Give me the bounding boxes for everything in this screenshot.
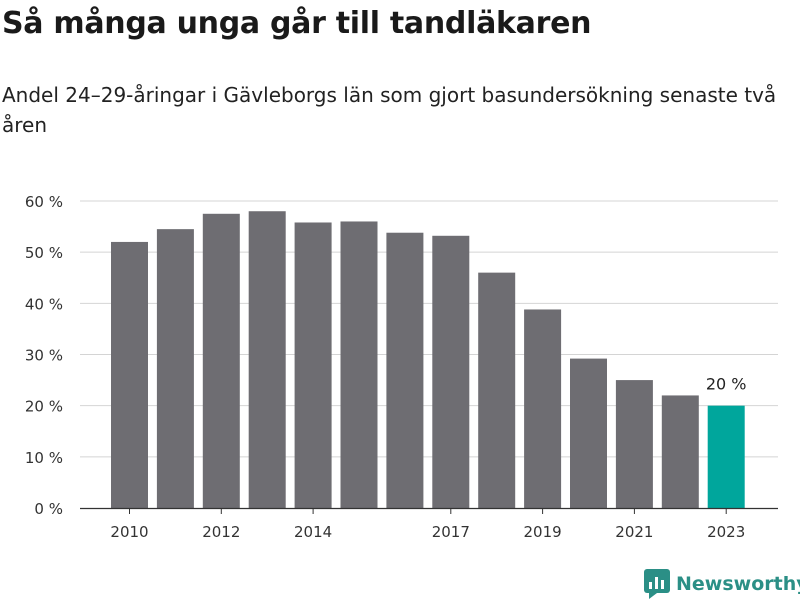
- chart-title: Så många unga går till tandläkaren: [2, 6, 592, 41]
- bar-2012: [202, 213, 240, 508]
- x-tick-label: 2019: [524, 523, 562, 541]
- y-tick-label: 30 %: [25, 347, 63, 365]
- x-tick-label: 2017: [432, 523, 470, 541]
- bar-2021: [615, 380, 653, 508]
- y-axis-ticks: 0 % 10 % 20 % 30 % 40 % 50 % 60 %: [25, 193, 63, 518]
- x-tick-label: 2014: [294, 523, 332, 541]
- bar-2018: [478, 272, 516, 508]
- bar-2022: [661, 395, 699, 508]
- bar-2019: [524, 309, 562, 508]
- bar-2015: [340, 221, 378, 508]
- newsworthy-logo: Newsworthy: [644, 568, 800, 600]
- y-tick-label: 0 %: [34, 500, 63, 518]
- bar-2014: [294, 222, 332, 509]
- x-tick-label: 2023: [707, 523, 745, 541]
- bars: [111, 211, 745, 509]
- x-axis-ticks: 2010 2012 2014 2017 2019 2021 2023: [80, 507, 778, 541]
- y-tick-label: 40 %: [25, 295, 63, 313]
- data-labels: 20 %: [706, 375, 747, 394]
- chart-subtitle: Andel 24–29-åringar i Gävleborgs län som…: [2, 83, 777, 137]
- x-tick-label: 2010: [110, 523, 148, 541]
- y-tick-label: 20 %: [25, 398, 63, 416]
- y-tick-label: 60 %: [25, 193, 63, 211]
- bar-2016: [386, 232, 424, 508]
- newsworthy-logo-icon: [644, 569, 670, 599]
- bar-2010: [111, 241, 148, 508]
- bar-2023: [707, 405, 745, 508]
- bar-2020: [570, 358, 607, 508]
- bar-2017: [432, 235, 470, 508]
- data-label-2023: 20 %: [706, 375, 747, 394]
- x-tick-label: 2021: [615, 523, 653, 541]
- y-tick-label: 10 %: [25, 449, 63, 467]
- brand-name: Newsworthy: [676, 573, 800, 595]
- grid-lines: [80, 200, 778, 458]
- x-tick-label: 2012: [202, 523, 240, 541]
- bar-2013: [248, 211, 286, 508]
- y-tick-label: 50 %: [25, 244, 63, 262]
- bar-2011: [156, 229, 194, 508]
